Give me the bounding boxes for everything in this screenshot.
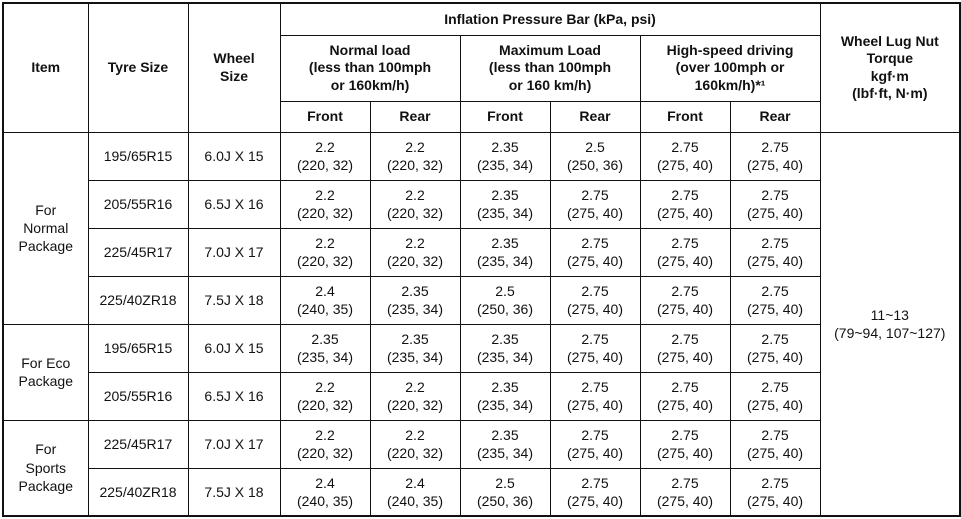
wheel-size-cell: 7.5J X 18 xyxy=(187,467,281,517)
pressure-cell: 2.2 (220, 32) xyxy=(279,227,371,277)
pressure-cell: 2.2 (220, 32) xyxy=(279,131,371,181)
wheel-size-cell: 7.0J X 17 xyxy=(187,227,281,277)
pressure-cell: 2.75 (275, 40) xyxy=(549,227,641,277)
pressure-cell: 2.35 (235, 34) xyxy=(459,323,551,373)
wheel-size-header-cell: Wheel Size xyxy=(187,2,281,133)
wheel-size-cell: 6.0J X 15 xyxy=(187,323,281,373)
table-row: For Eco Package 195/65R15 6.0J X 15 2.35… xyxy=(2,323,960,421)
wheel-size-cell: 6.0J X 15 xyxy=(187,131,281,181)
pressure-cell: 2.2 (220, 32) xyxy=(279,419,371,469)
pressure-cell: 2.75 (275, 40) xyxy=(549,275,641,325)
pressure-cell: 2.75 (275, 40) xyxy=(729,467,821,517)
wheel-size-cell: 7.5J X 18 xyxy=(187,275,281,325)
pressure-cell: 2.75 (275, 40) xyxy=(639,179,731,229)
pressure-cell: 2.75 (275, 40) xyxy=(729,131,821,181)
pressure-cell: 2.75 (275, 40) xyxy=(729,323,821,373)
rear-header-cell: Rear xyxy=(549,100,641,133)
pressure-cell: 2.2 (220, 32) xyxy=(369,419,461,469)
pressure-cell: 2.75 (275, 40) xyxy=(549,179,641,229)
torque-value-cell: 11~13 (79~94, 107~127) xyxy=(819,131,961,517)
pressure-cell: 2.75 (275, 40) xyxy=(729,371,821,421)
pressure-cell: 2.75 (275, 40) xyxy=(639,275,731,325)
pressure-cell: 2.75 (275, 40) xyxy=(729,227,821,277)
pressure-cell: 2.4 (240, 35) xyxy=(279,467,371,517)
pressure-cell: 2.2 (220, 32) xyxy=(369,179,461,229)
pressure-cell: 2.35 (235, 34) xyxy=(369,275,461,325)
package-item-cell: For Sports Package xyxy=(2,419,89,517)
table-row: For Normal Package 195/65R15 6.0J X 15 2… xyxy=(2,131,961,517)
pressure-cell: 2.75 (275, 40) xyxy=(639,419,731,469)
high-speed-header-cell: High-speed driving (over 100mph or 160km… xyxy=(639,34,821,102)
pressure-cell: 2.75 (275, 40) xyxy=(549,419,641,469)
tyre-size-cell: 225/40ZR18 xyxy=(87,275,189,325)
item-header-cell: Item xyxy=(2,2,89,133)
pressure-cell: 2.2 (220, 32) xyxy=(279,371,371,421)
table-row: 205/55R16 6.5J X 16 2.2 (220, 32) 2.2 (2… xyxy=(3,179,960,229)
pressure-cell: 2.2 (220, 32) xyxy=(279,179,371,229)
tyre-size-cell: 225/45R17 xyxy=(87,227,189,277)
pressure-cell: 2.35 (235, 34) xyxy=(459,227,551,277)
table-row: 225/40ZR18 7.5J X 18 2.4 (240, 35) 2.35 … xyxy=(3,275,960,325)
wheel-size-cell: 6.5J X 16 xyxy=(187,371,281,421)
tyre-size-cell: 205/55R16 xyxy=(87,371,189,421)
pressure-cell: 2.35 (235, 34) xyxy=(459,371,551,421)
pressure-cell: 2.75 (275, 40) xyxy=(729,179,821,229)
pressure-cell: 2.75 (275, 40) xyxy=(639,371,731,421)
front-header-cell: Front xyxy=(459,100,551,133)
package-item-cell: For Normal Package xyxy=(2,131,89,325)
pressure-cell: 2.75 (275, 40) xyxy=(549,371,641,421)
tyre-size-cell: 225/45R17 xyxy=(87,419,189,469)
pressure-cell: 2.4 (240, 35) xyxy=(279,275,371,325)
wheel-size-cell: 7.0J X 17 xyxy=(187,419,281,469)
pressure-cell: 2.75 (275, 40) xyxy=(729,419,821,469)
pressure-cell: 2.35 (235, 34) xyxy=(459,131,551,181)
pressure-cell: 2.4 (240, 35) xyxy=(369,467,461,517)
inflation-pressure-header-cell: Inflation Pressure Bar (kPa, psi) xyxy=(279,2,821,36)
table-row: 225/40ZR18 7.5J X 18 2.4 (240, 35) 2.4 (… xyxy=(3,467,960,517)
tyre-size-header-cell: Tyre Size xyxy=(87,2,189,133)
pressure-cell: 2.35 (235, 34) xyxy=(279,323,371,373)
pressure-cell: 2.75 (275, 40) xyxy=(639,467,731,517)
tyre-size-cell: 195/65R15 xyxy=(87,131,189,181)
front-header-cell: Front xyxy=(639,100,731,133)
pressure-cell: 2.2 (220, 32) xyxy=(369,371,461,421)
pressure-cell: 2.75 (275, 40) xyxy=(549,323,641,373)
pressure-cell: 2.2 (220, 32) xyxy=(369,131,461,181)
pressure-cell: 2.75 (275, 40) xyxy=(639,323,731,373)
pressure-cell: 2.2 (220, 32) xyxy=(369,227,461,277)
table-row: 225/45R17 7.0J X 17 2.2 (220, 32) 2.2 (2… xyxy=(3,227,960,277)
pressure-cell: 2.5 (250, 36) xyxy=(549,131,641,181)
pressure-cell: 2.75 (275, 40) xyxy=(639,131,731,181)
wheel-size-cell: 6.5J X 16 xyxy=(187,179,281,229)
pressure-cell: 2.75 (275, 40) xyxy=(549,467,641,517)
package-item-cell: For Eco Package xyxy=(2,323,89,421)
tyre-size-cell: 205/55R16 xyxy=(87,179,189,229)
pressure-cell: 2.5 (250, 36) xyxy=(459,275,551,325)
maximum-load-header-cell: Maximum Load (less than 100mph or 160 km… xyxy=(459,34,641,102)
pressure-cell: 2.35 (235, 34) xyxy=(369,323,461,373)
pressure-cell: 2.35 (235, 34) xyxy=(459,419,551,469)
tyre-size-cell: 195/65R15 xyxy=(87,323,189,373)
table-row: 205/55R16 6.5J X 16 2.2 (220, 32) 2.2 (2… xyxy=(3,371,960,421)
pressure-cell: 2.5 (250, 36) xyxy=(459,467,551,517)
table-row: For Sports Package 225/45R17 7.0J X 17 2… xyxy=(2,419,960,517)
tyre-size-cell: 225/40ZR18 xyxy=(87,467,189,517)
pressure-cell: 2.75 (275, 40) xyxy=(729,275,821,325)
normal-load-header-cell: Normal load (less than 100mph or 160km/h… xyxy=(279,34,461,102)
rear-header-cell: Rear xyxy=(369,100,461,133)
pressure-cell: 2.35 (235, 34) xyxy=(459,179,551,229)
lug-nut-torque-header-cell: Wheel Lug Nut Torque kgf·m (lbf·ft, N·m) xyxy=(819,2,961,133)
front-header-cell: Front xyxy=(279,100,371,133)
pressure-cell: 2.75 (275, 40) xyxy=(639,227,731,277)
rear-header-cell: Rear xyxy=(729,100,821,133)
